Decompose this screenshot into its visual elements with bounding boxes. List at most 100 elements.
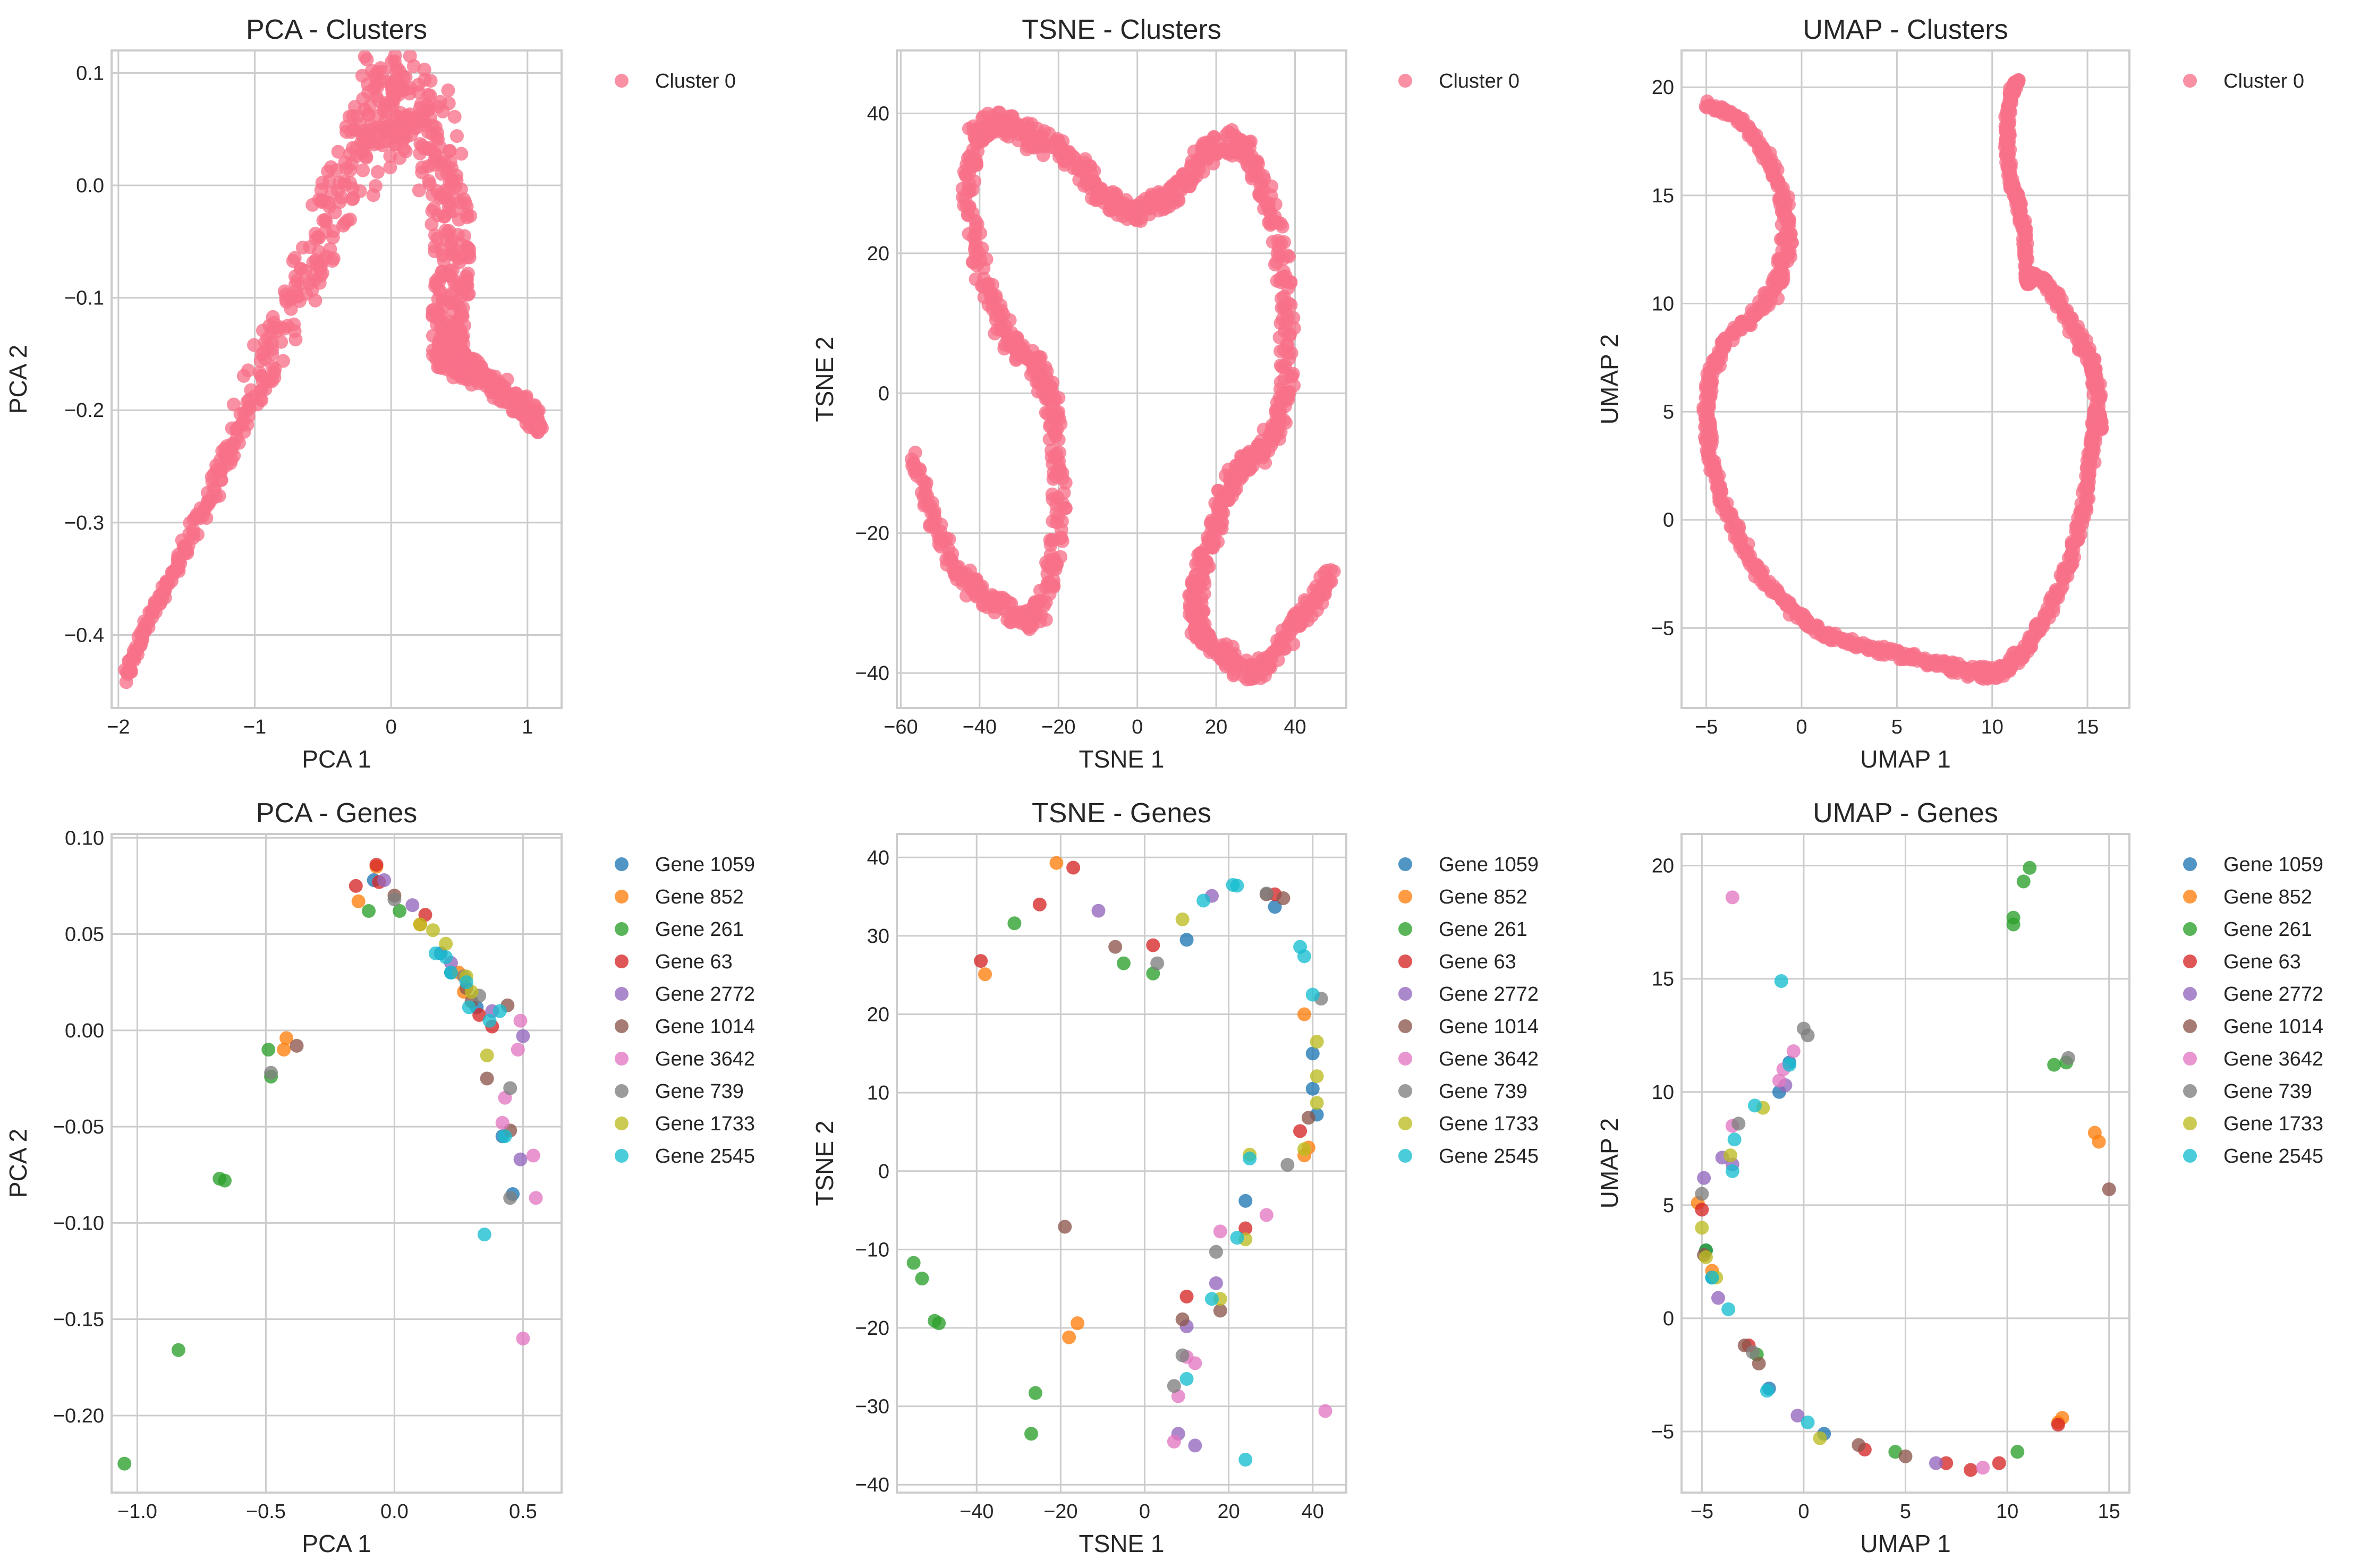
data-point — [1243, 1152, 1257, 1166]
data-point — [426, 923, 440, 938]
data-point — [363, 98, 377, 113]
data-point — [415, 165, 429, 180]
x-axis-label: UMAP 1 — [1860, 1530, 1950, 1557]
legend-marker — [1398, 1117, 1412, 1130]
data-point — [413, 917, 427, 932]
points — [906, 856, 1332, 1467]
data-point — [448, 193, 463, 207]
y-axis-label: UMAP 2 — [1595, 1118, 1623, 1208]
data-point — [1721, 1302, 1736, 1316]
legend-label: Gene 1733 — [1439, 1113, 1539, 1135]
data-point — [480, 1048, 494, 1062]
y-tick-label: 0 — [1663, 509, 1674, 532]
legend-marker — [615, 1052, 629, 1066]
plot-frame — [896, 833, 1347, 1494]
legend-marker — [2183, 74, 2197, 88]
y-tick-label: −30 — [855, 1396, 889, 1418]
data-point — [436, 294, 450, 308]
data-point — [423, 89, 437, 103]
data-point — [1695, 1221, 1709, 1235]
data-point — [368, 178, 383, 193]
y-tick-label: 20 — [867, 1004, 889, 1026]
y-tick-label: 0 — [878, 1161, 889, 1183]
chart-title: TSNE - Clusters — [1022, 14, 1221, 45]
data-point — [1209, 1276, 1223, 1290]
data-point — [531, 425, 545, 440]
data-point — [437, 209, 451, 224]
data-point — [427, 303, 441, 317]
data-point — [503, 1191, 517, 1205]
data-point — [334, 190, 349, 204]
x-tick-label: 10 — [1981, 716, 2004, 738]
data-point — [349, 879, 363, 893]
legend-label: Gene 261 — [655, 918, 744, 941]
data-point — [1195, 566, 1210, 580]
data-point — [2102, 1182, 2116, 1197]
data-point — [427, 201, 441, 216]
legend-marker — [2183, 857, 2197, 871]
data-point — [276, 354, 290, 368]
legend-marker — [615, 922, 629, 936]
data-point — [1028, 1386, 1042, 1400]
legend-marker — [1398, 1019, 1412, 1033]
data-point — [2051, 1418, 2065, 1432]
y-tick-label: −0.05 — [53, 1116, 104, 1138]
data-point — [385, 54, 399, 69]
data-point — [1058, 1220, 1072, 1234]
data-point — [1305, 1046, 1320, 1061]
data-point — [241, 363, 255, 378]
x-tick-label: −40 — [963, 716, 997, 738]
data-point — [906, 1256, 921, 1270]
data-point — [1723, 1148, 1737, 1163]
data-point — [303, 240, 317, 254]
data-point — [503, 1081, 517, 1095]
data-point — [232, 420, 246, 434]
data-point — [331, 144, 345, 159]
data-point — [1230, 879, 1244, 893]
y-axis-label: PCA 2 — [4, 345, 32, 414]
chart-title: TSNE - Genes — [1032, 798, 1211, 829]
data-point — [2023, 860, 2037, 875]
legend-label: Gene 739 — [2223, 1080, 2312, 1103]
x-tick-label: 0.5 — [509, 1501, 537, 1523]
legend-marker — [1398, 1084, 1412, 1098]
subplot-3: −5 0 5 10 15 −5 0 5 10 15 20 UMAP - Clusters UMAP 1 U… — [1595, 14, 2304, 773]
y-tick-label: −0.2 — [64, 399, 104, 422]
data-point — [1275, 219, 1289, 234]
data-point — [356, 145, 371, 159]
data-point — [1276, 891, 1291, 906]
y-tick-label: −0.15 — [53, 1309, 104, 1331]
x-tick-label: 20 — [1205, 716, 1227, 738]
data-point — [312, 231, 326, 245]
data-point — [526, 1148, 540, 1163]
legend-marker — [1398, 955, 1412, 968]
legend-marker — [615, 1117, 629, 1130]
data-point — [516, 1029, 530, 1043]
grid — [897, 834, 1346, 1493]
data-point — [1062, 1330, 1076, 1344]
data-point — [369, 858, 384, 872]
data-point — [981, 276, 996, 291]
x-tick-label: −5 — [1691, 1501, 1713, 1523]
data-point — [1852, 1438, 1866, 1452]
data-point — [2016, 874, 2031, 889]
data-point — [1286, 367, 1300, 381]
data-point — [1091, 904, 1106, 918]
legend: Gene 1059 Gene 852 Gene 261 Gene 63 Gene 277… — [1398, 854, 1539, 1168]
legend-label: Gene 3642 — [2223, 1048, 2323, 1070]
legend-label: Gene 261 — [1439, 918, 1527, 941]
data-point — [326, 231, 340, 245]
legend-label: Gene 3642 — [1439, 1048, 1539, 1070]
subplot-5: −40 −20 0 20 40 −40 −30 −20 −10 0 10 20 30 40 TSNE - G… — [811, 798, 1539, 1557]
data-point — [1230, 1231, 1244, 1245]
y-tick-label: −0.10 — [53, 1212, 104, 1234]
legend: Cluster 0 — [1398, 70, 1519, 92]
data-point — [413, 101, 427, 115]
data-point — [495, 1115, 510, 1130]
data-point — [290, 1038, 304, 1053]
data-point — [1752, 1357, 1766, 1371]
data-point — [439, 950, 453, 965]
y-tick-label: 0.05 — [65, 924, 104, 946]
legend-label: Gene 3642 — [655, 1048, 755, 1070]
